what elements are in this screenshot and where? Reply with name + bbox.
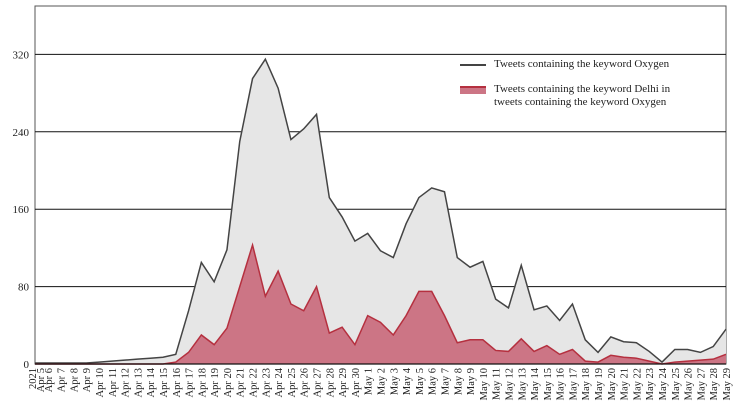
x-tick-label: May 26 <box>684 368 695 400</box>
y-tick-label: 320 <box>13 49 30 61</box>
legend-label: Tweets containing the keyword Delhi in t… <box>494 83 671 108</box>
area-fill <box>35 244 726 364</box>
x-tick-label: Apr 28 <box>325 368 336 397</box>
area-fill <box>35 59 726 364</box>
x-tick-label: Apr 27 <box>313 368 324 397</box>
x-tick-label: Apr 25 <box>287 368 298 397</box>
x-tick-label: May 3 <box>389 368 400 395</box>
x-tick-label: May 15 <box>543 368 554 400</box>
x-tick-label: May 18 <box>581 368 592 400</box>
x-tick-label: Apr 18 <box>197 368 208 397</box>
x-tick-label: Apr 21 <box>236 368 247 397</box>
area-line <box>35 57 727 364</box>
x-tick-label: May 12 <box>504 368 515 400</box>
y-tick-label: 0 <box>24 359 30 371</box>
x-tick-label: Apr 23 <box>261 368 272 397</box>
x-tick-label: Apr 6 <box>44 368 55 392</box>
x-tick-label: May 10 <box>479 368 490 400</box>
x-tick-label: Apr 8 <box>69 368 80 392</box>
x-tick-label: May 16 <box>556 368 567 400</box>
x-tick-label: Apr 12 <box>121 368 132 397</box>
x-tick-label: May 9 <box>466 368 477 395</box>
x-tick-label: Apr 10 <box>95 368 106 397</box>
legend-swatch <box>460 86 486 94</box>
year-label: 2021 <box>28 368 39 389</box>
legend-item: Tweets containing the keyword Delhi in t… <box>460 83 700 109</box>
x-tick-label: Apr 5 <box>36 368 47 392</box>
x-tick-label: Apr 24 <box>274 367 285 397</box>
x-tick-label: May 22 <box>632 368 643 400</box>
x-tick-label: Apr 29 <box>338 368 349 397</box>
x-tick-label: May 21 <box>620 368 631 400</box>
x-tick-label: May 29 <box>722 368 733 400</box>
x-tick-label: Apr 19 <box>210 368 221 397</box>
x-tick-label: May 20 <box>607 368 618 400</box>
x-tick-label: May 25 <box>671 368 682 400</box>
x-tick-label: Apr 30 <box>351 368 362 397</box>
x-tick-label: May 19 <box>594 368 605 400</box>
legend: Tweets containing the keyword Oxygen Twee… <box>460 58 700 121</box>
x-tick-label: May 11 <box>492 368 503 400</box>
x-tick-label: May 28 <box>709 368 720 400</box>
x-tick-label: Apr 15 <box>159 368 170 397</box>
x-tick-label: Apr 7 <box>57 368 68 392</box>
x-tick-label: Apr 26 <box>300 368 311 397</box>
legend-item: Tweets containing the keyword Oxygen <box>460 58 700 71</box>
y-tick-label: 80 <box>18 282 30 294</box>
x-tick-label: May 13 <box>517 368 528 400</box>
x-tick-label: May 7 <box>440 368 451 395</box>
x-tick-label: May 17 <box>568 368 579 400</box>
x-tick-label: Apr 20 <box>223 368 234 397</box>
x-tick-label: May 1 <box>364 368 375 395</box>
legend-label: Tweets containing the keyword Oxygen <box>494 58 670 70</box>
x-tick-label: Apr 17 <box>185 368 196 397</box>
x-tick-label: May 4 <box>402 367 413 395</box>
x-tick-label: Apr 11 <box>108 368 119 397</box>
x-tick-label: May 23 <box>645 368 656 400</box>
x-tick-label: Apr 13 <box>133 368 144 397</box>
y-tick-label: 160 <box>13 204 30 216</box>
x-tick-label: Apr 22 <box>249 368 260 397</box>
x-tick-label: May 8 <box>453 368 464 395</box>
x-tick-label: May 5 <box>415 368 426 395</box>
x-tick-label: May 24 <box>658 367 669 400</box>
x-tick-label: May 6 <box>428 368 439 395</box>
x-tick-label: Apr 14 <box>146 367 157 397</box>
x-tick-label: May 27 <box>696 368 707 400</box>
x-tick-label: May 2 <box>377 368 388 395</box>
x-tick-label: Apr 16 <box>172 368 183 397</box>
x-tick-label: Apr 9 <box>82 368 93 392</box>
y-tick-label: 240 <box>13 127 30 139</box>
legend-swatch <box>460 64 486 66</box>
x-tick-label: May 14 <box>530 367 541 400</box>
